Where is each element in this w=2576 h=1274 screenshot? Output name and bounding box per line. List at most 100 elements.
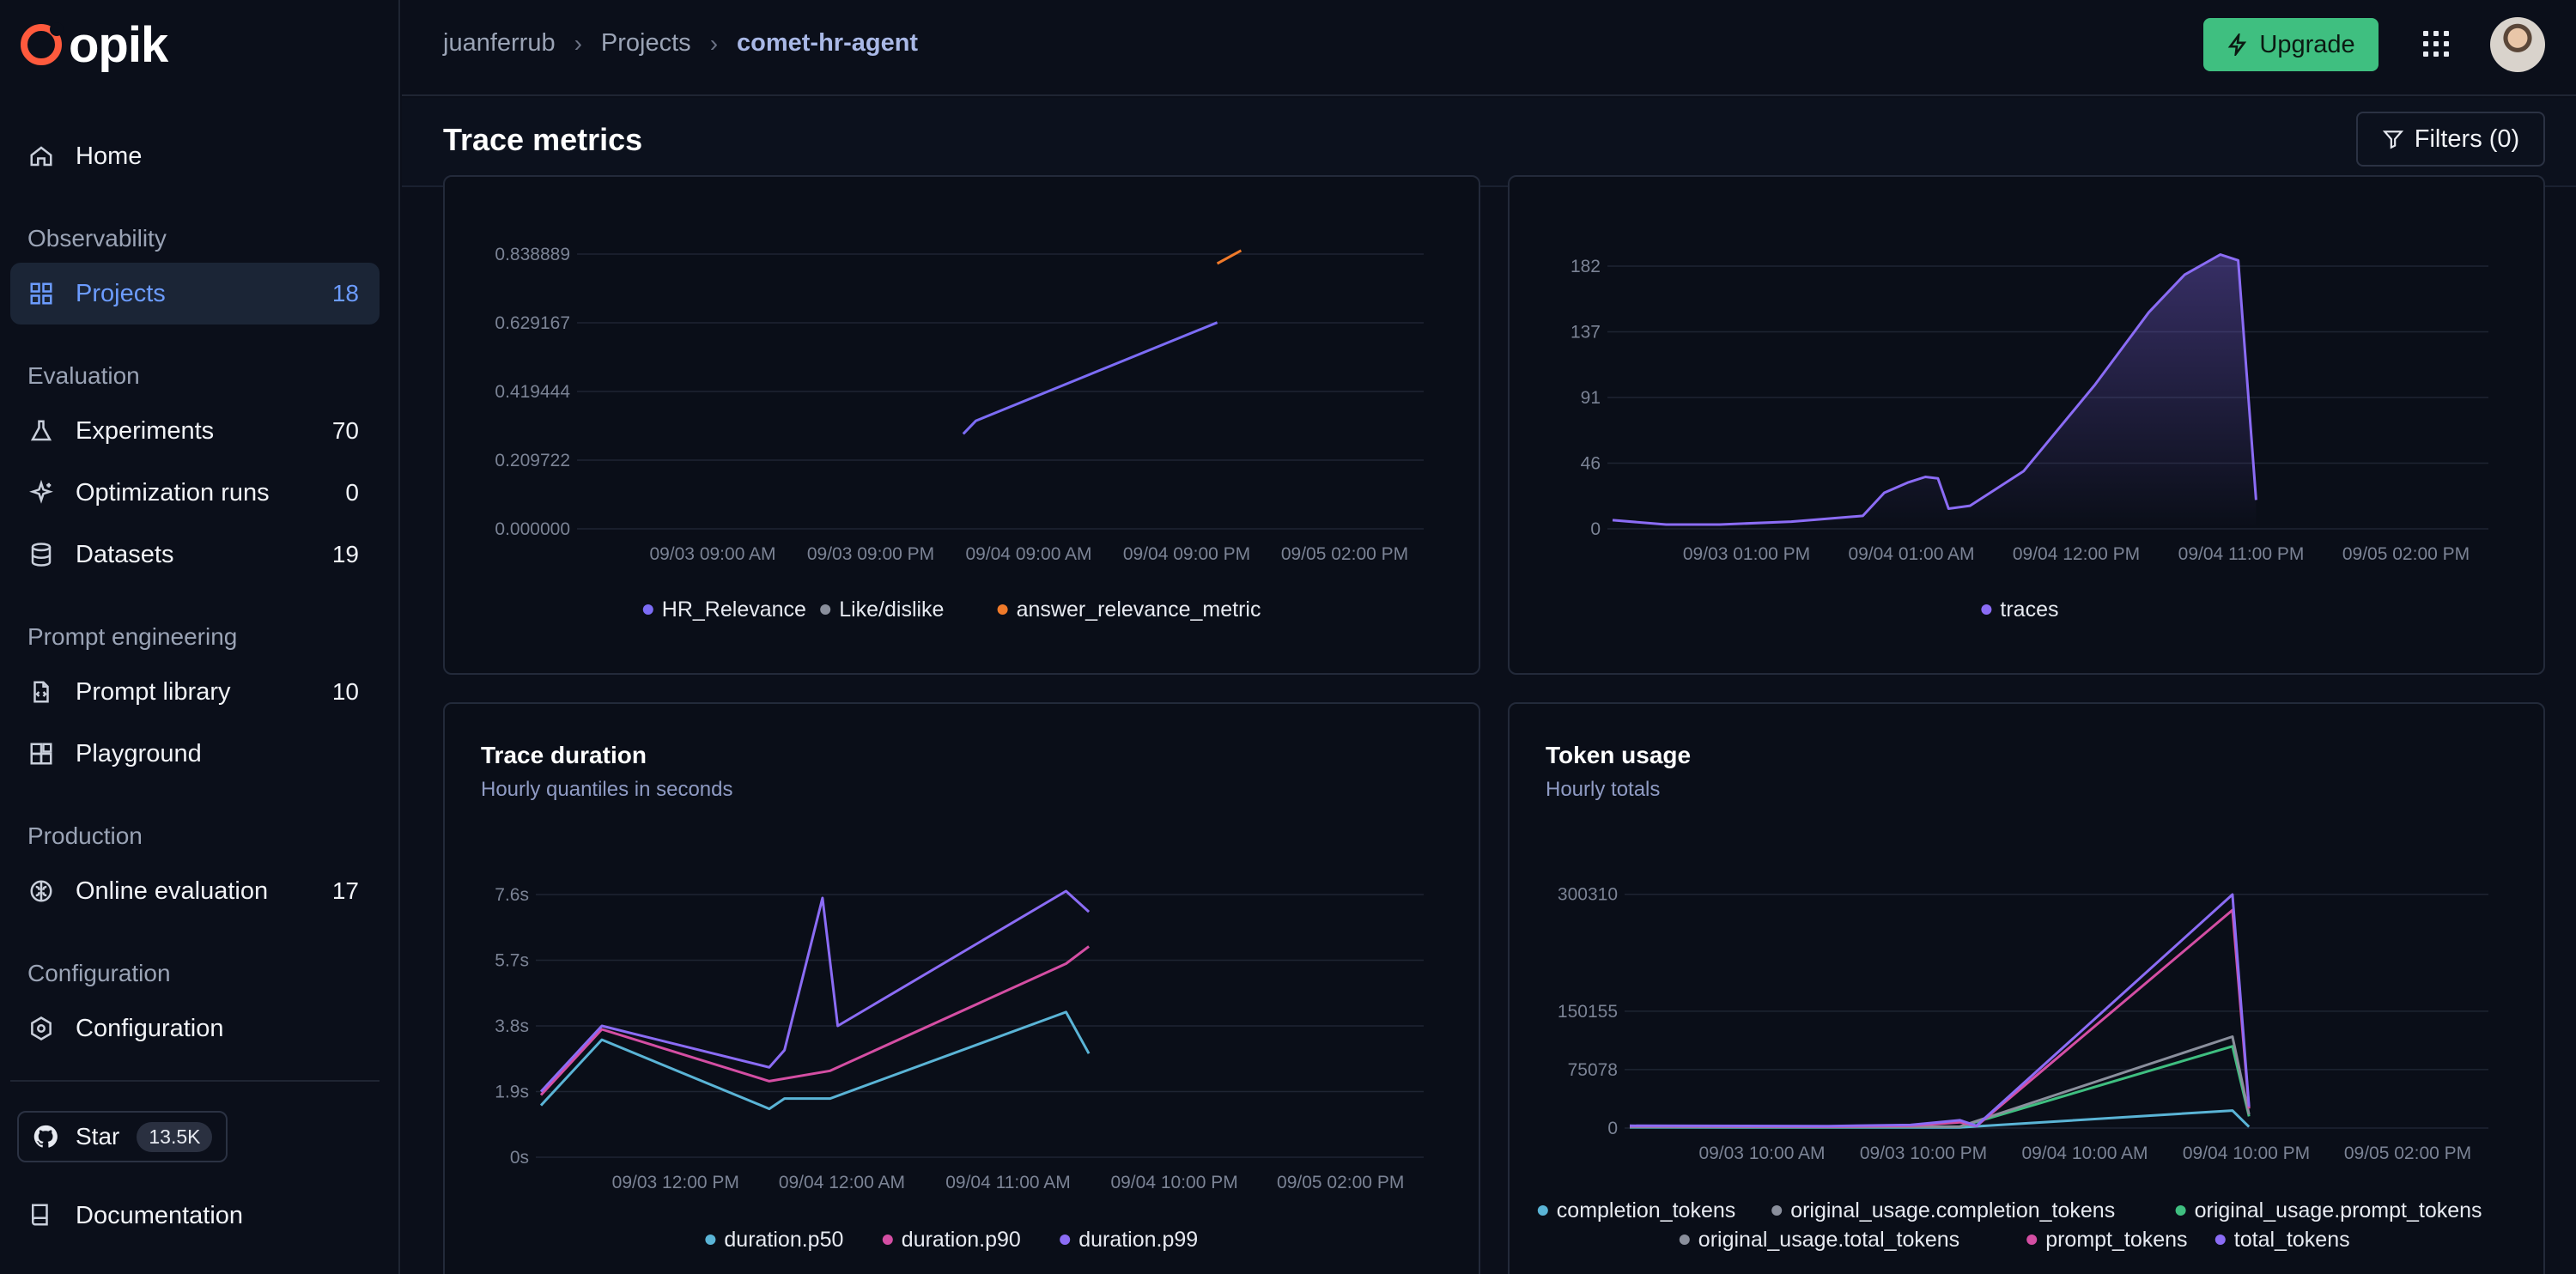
x-tick-label: 09/03 01:00 PM [1683,544,1810,564]
breadcrumb-workspace[interactable]: juanferrub [443,29,556,57]
filters-label: Filters (0) [2414,124,2520,153]
legend-swatch [1679,1235,1690,1245]
legend-label[interactable]: original_usage.prompt_tokens [2195,1198,2482,1222]
x-tick-label: 09/04 10:00 PM [2183,1144,2310,1163]
legend-label[interactable]: prompt_tokens [2045,1228,2187,1252]
series-line-answer-relevance-metric[interactable] [1216,249,1242,265]
flask-icon [27,417,55,445]
legend-label[interactable]: answer_relevance_metric [1017,598,1261,622]
series-line-original-usage-total-tokens[interactable] [1629,1035,2251,1129]
brain-icon [27,877,55,905]
legend-label[interactable]: total_tokens [2234,1228,2350,1252]
sidebar-item-label: Configuration [76,1014,224,1042]
sidebar-item-documentation[interactable]: Documentation [10,1185,380,1247]
sidebar-item-prompt-library[interactable]: Prompt library 10 [10,661,380,723]
sidebar-item-optimization-runs[interactable]: Optimization runs 0 [10,462,380,524]
sidebar-item-count: 19 [331,541,359,567]
legend-label[interactable]: Like/dislike [839,598,944,622]
section-title-evaluation: Evaluation [27,362,140,389]
sidebar-item-datasets[interactable]: Datasets 19 [10,524,380,585]
y-tick-label: 0.000000 [495,519,570,539]
sidebar-item-online-evaluation[interactable]: Online evaluation 17 [10,860,380,922]
breadcrumb-project[interactable]: comet-hr-agent [737,29,919,57]
x-tick-label: 09/04 12:00 PM [2013,544,2140,564]
sidebar-item-label: Online evaluation [76,877,269,905]
token-usage-chart: 0 75078 150155 300310 09/03 10:00 AM 09/03 10… [1537,885,2488,1252]
series-line-traces[interactable] [1612,253,2257,526]
y-tick-label: 0 [1607,1119,1618,1138]
trace-duration-chart: 0s 1.9s 3.8s 5.7s 7.6s 09/03 12:00 PM 09/04 12… [495,885,1424,1252]
sidebar-item-playground[interactable]: Playground [10,723,380,785]
legend-swatch [820,604,831,615]
card-title: Token usage [1546,742,1692,768]
x-tick-label: 09/03 12:00 PM [612,1173,739,1192]
x-tick-label: 09/05 02:00 PM [1281,544,1408,564]
legend-swatch [1060,1235,1071,1245]
section-title-production: Production [27,822,143,849]
x-tick-label: 09/04 12:00 AM [779,1173,905,1192]
y-tick-label: 46 [1581,454,1601,474]
legend-label[interactable]: original_usage.completion_tokens [1790,1198,2115,1222]
upgrade-button[interactable]: Upgrade [2203,18,2379,71]
sidebar-item-count: 0 [345,479,359,506]
series-line-duration-p90[interactable] [539,945,1091,1096]
sidebar-item-projects[interactable]: Projects 18 [10,263,380,325]
section-title-configuration: Configuration [27,960,171,986]
legend-label[interactable]: duration.p99 [1078,1228,1198,1252]
database-icon [27,541,55,568]
x-tick-label: 09/04 10:00 PM [1110,1173,1237,1192]
y-tick-label: 75078 [1568,1060,1618,1080]
sidebar-item-home[interactable]: Home [10,125,380,187]
breadcrumb: juanferrub › Projects › comet-hr-agent [443,29,918,58]
opik-logo[interactable]: opik [21,17,168,73]
sparkles-icon [27,479,55,507]
section-title-prompt-engineering: Prompt engineering [27,623,238,650]
legend-label[interactable]: duration.p90 [902,1228,1021,1252]
x-tick-label: 09/03 09:00 PM [807,544,934,564]
legend-label[interactable]: original_usage.total_tokens [1698,1228,1959,1252]
series-line-duration-p50[interactable] [539,1010,1091,1111]
upgrade-label: Upgrade [2259,30,2355,58]
x-tick-label: 09/03 10:00 PM [1860,1144,1987,1163]
y-tick-label: 0s [510,1148,529,1168]
trace-count-chart: 0 46 91 137 182 09/03 01:00 PM 09/04 01:00 AM 0… [1571,253,2488,622]
sidebar-item-experiments[interactable]: Experiments 70 [10,400,380,462]
sidebar-item-configuration[interactable]: Configuration [10,998,380,1059]
series-line-prompt-tokens[interactable] [1629,908,2251,1128]
series-line-hr-relevance[interactable] [962,321,1218,435]
x-tick-label: 09/03 10:00 AM [1698,1144,1825,1163]
series-line-duration-p99[interactable] [539,889,1091,1093]
trace-duration-card: Trace duration Hourly quantiles in secon… [443,702,1480,1274]
avatar[interactable] [2490,17,2545,72]
star-count-badge: 13.5K [137,1121,213,1152]
legend-label[interactable]: duration.p50 [724,1228,843,1252]
top-bar: juanferrub › Projects › comet-hr-agent U… [402,0,2576,96]
blocks-icon [27,740,55,767]
filter-icon [2382,130,2403,149]
token-usage-card: Token usage Hourly totals 0 75078 150155 30… [1508,702,2545,1274]
sidebar-item-label: Prompt library [76,677,231,706]
y-tick-label: 7.6s [495,885,529,905]
sidebar-item-count: 17 [331,877,359,904]
x-tick-label: 09/04 09:00 PM [1123,544,1250,564]
breadcrumb-projects[interactable]: Projects [600,29,691,57]
sidebar-item-label: Datasets [76,540,174,568]
sidebar-item-label: Playground [76,739,202,767]
sidebar-item-count: 10 [331,678,359,705]
apps-grid-icon[interactable] [2423,31,2449,57]
y-tick-label: 91 [1581,388,1601,408]
github-star-button[interactable]: Star 13.5K [17,1111,228,1162]
legend-label[interactable]: completion_tokens [1557,1198,1735,1222]
legend-label[interactable]: HR_Relevance [662,598,806,622]
home-icon [27,143,55,170]
filters-button[interactable]: Filters (0) [2356,112,2545,167]
sidebar-item-label: Home [76,142,143,170]
legend-label[interactable]: traces [2000,598,2058,622]
legend-swatch [997,604,1008,615]
sidebar-item-count: 70 [331,417,359,444]
legend-swatch [705,1235,716,1245]
series-line-total-tokens[interactable] [1629,893,2251,1128]
card-subtitle: Hourly quantiles in seconds [481,778,733,801]
page-title: Trace metrics [443,122,643,157]
x-tick-label: 09/04 01:00 AM [1848,544,1974,564]
